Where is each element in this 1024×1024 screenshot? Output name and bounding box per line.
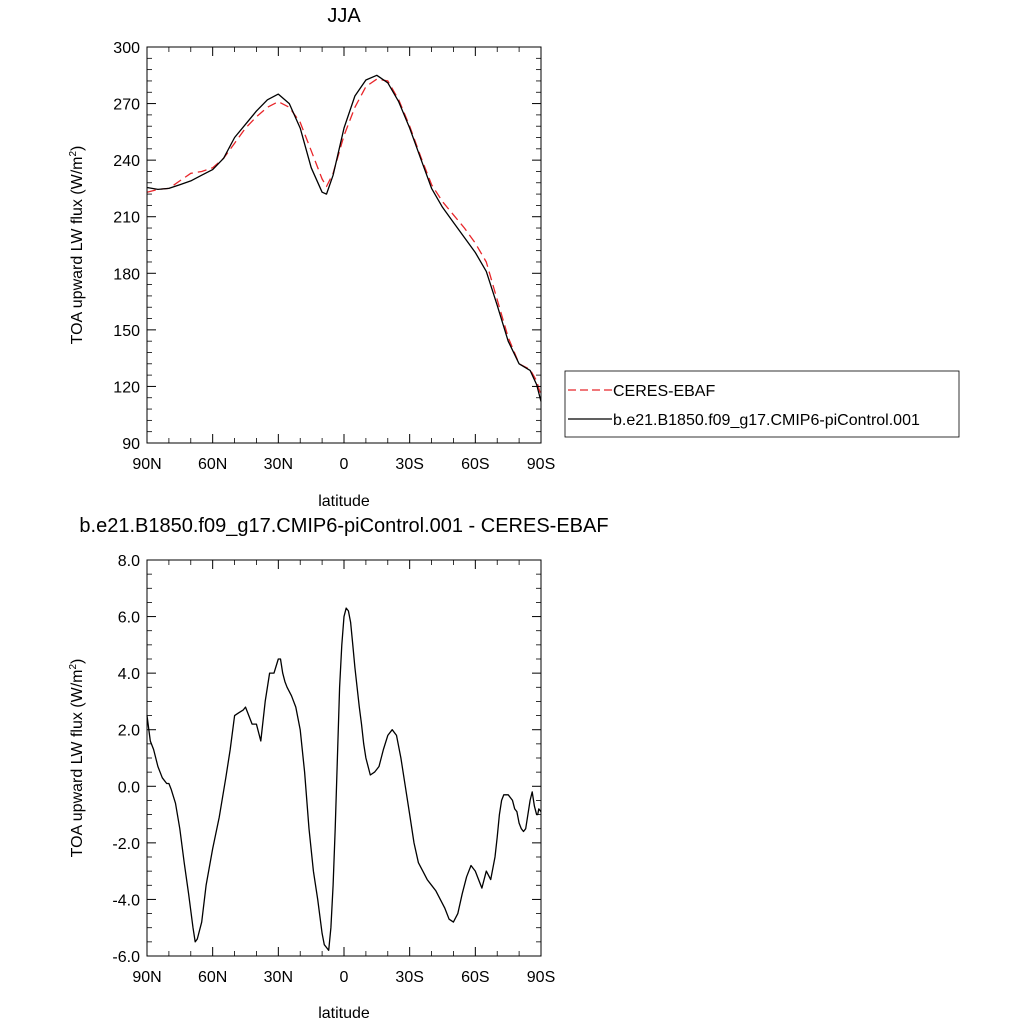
lower-title: b.e21.B1850.f09_g17.CMIP6-piControl.001 … bbox=[79, 515, 608, 537]
upper-series-model-line bbox=[146, 74, 542, 402]
legend-label-model: b.e21.B1850.f09_g17.CMIP6-piControl.001 bbox=[613, 412, 920, 429]
lower-y-axis-label: TOA upward LW flux (W/m2) bbox=[68, 659, 86, 858]
upper-y-tick-label: 120 bbox=[113, 379, 140, 396]
legend-label-ceres: CERES-EBAF bbox=[613, 383, 715, 400]
upper-plot-frame bbox=[146, 46, 542, 444]
lower-y-tick-label: -6.0 bbox=[112, 949, 140, 966]
lower-x-tick-label: 0 bbox=[340, 969, 349, 986]
lower-panel: b.e21.B1850.f09_g17.CMIP6-piControl.001 … bbox=[68, 515, 609, 1022]
lower-x-tick-label: 90N bbox=[132, 969, 161, 986]
lower-y-tick-label: 4.0 bbox=[118, 666, 140, 683]
lower-x-tick-label: 60N bbox=[198, 969, 227, 986]
upper-panel: JJA 90N 60N 30N 0 30S 60S 90S 90 120 150 180 210 240… bbox=[68, 5, 555, 510]
upper-y-tick-label: 90 bbox=[122, 436, 140, 453]
upper-y-tick-label: 240 bbox=[113, 153, 140, 170]
upper-y-axis-label: TOA upward LW flux (W/m2) bbox=[68, 146, 86, 345]
upper-y-tick-label: 300 bbox=[113, 40, 140, 57]
upper-x-tick-label: 60N bbox=[198, 456, 227, 473]
lower-y-tick-label: -4.0 bbox=[112, 892, 140, 909]
legend-box bbox=[564, 370, 960, 438]
lower-y-tick-label: 0.0 bbox=[118, 779, 140, 796]
lower-x-tick-label: 60S bbox=[461, 969, 489, 986]
upper-x-tick-label: 90N bbox=[132, 456, 161, 473]
upper-x-tick-label: 90S bbox=[527, 456, 555, 473]
lower-y-tick-label: 2.0 bbox=[118, 723, 140, 740]
upper-series-ceres-ebaf-line bbox=[146, 78, 542, 397]
lower-x-tick-label: 30N bbox=[264, 969, 293, 986]
upper-title: JJA bbox=[327, 5, 361, 27]
upper-x-tick-label: 30N bbox=[264, 456, 293, 473]
upper-x-tick-label: 60S bbox=[461, 456, 489, 473]
lower-x-tick-label: 90S bbox=[527, 969, 555, 986]
upper-x-axis-label: latitude bbox=[318, 493, 370, 510]
upper-y-tick-label: 150 bbox=[113, 323, 140, 340]
lower-y-tick-label: 6.0 bbox=[118, 610, 140, 627]
lower-series-model-line bbox=[146, 607, 542, 951]
upper-y-tick-label: 180 bbox=[113, 266, 140, 283]
legend: CERES-EBAF b.e21.B1850.f09_g17.CMIP6-piC… bbox=[564, 370, 960, 438]
lower-x-axis-label: latitude bbox=[318, 1005, 370, 1022]
upper-y-tick-label: 270 bbox=[113, 97, 140, 114]
lower-y-tick-label: 8.0 bbox=[118, 553, 140, 570]
lower-y-tick-label: -2.0 bbox=[112, 836, 140, 853]
upper-x-tick-label: 30S bbox=[395, 456, 423, 473]
lower-x-tick-label: 30S bbox=[395, 969, 423, 986]
upper-x-tick-label: 0 bbox=[340, 456, 349, 473]
upper-y-tick-label: 210 bbox=[113, 210, 140, 227]
